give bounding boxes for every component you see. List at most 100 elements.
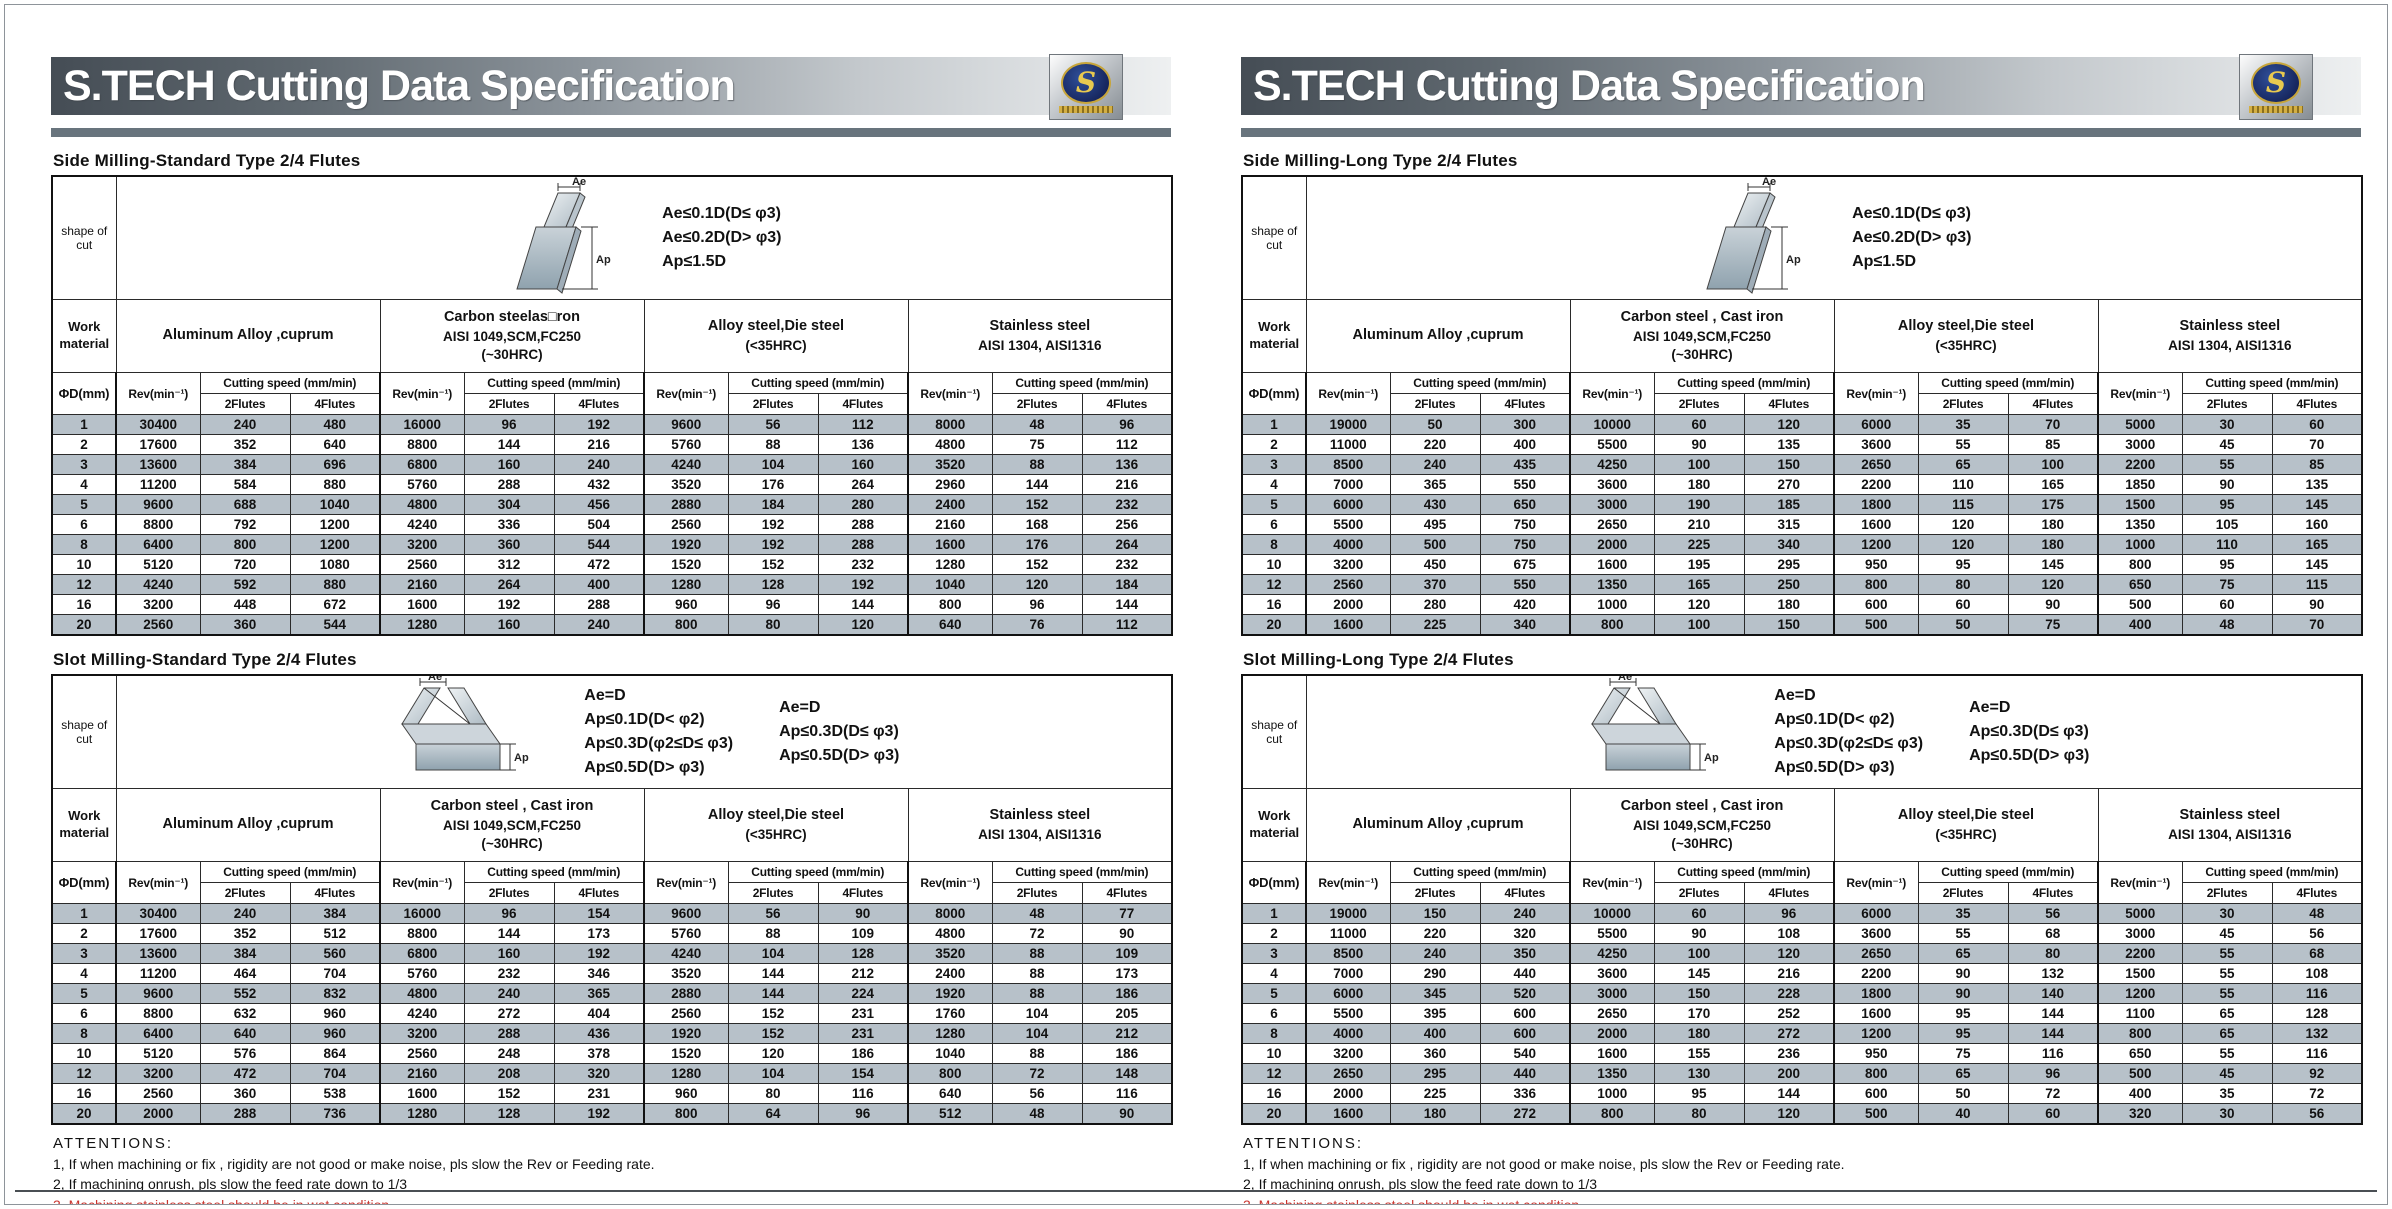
shape-of-cut-cell: Ae Ap Ae=D Ap≤0.1D(D< φ2) Ap≤0.3D(φ2≤D≤ … <box>1305 674 2363 789</box>
value-cell: 346 <box>553 963 645 984</box>
value-cell: 216 <box>1081 474 1173 495</box>
value-cell: 104 <box>727 1063 819 1084</box>
value-cell: 96 <box>1081 414 1173 435</box>
value-cell: 56 <box>2007 903 2099 924</box>
value-cell: 95 <box>2181 554 2273 575</box>
value-cell: 76 <box>991 614 1083 636</box>
value-cell: 500 <box>1833 1103 1919 1125</box>
value-cell: 272 <box>1479 1103 1571 1125</box>
value-cell: 17600 <box>115 923 201 944</box>
value-cell: 80 <box>727 614 819 636</box>
diameter-cell: 20 <box>51 1103 117 1125</box>
table-row: 3 13600 384 696 6800 160 240 4240 104 160 3520 88 13… <box>51 454 1173 475</box>
value-cell: 130 <box>1653 1063 1745 1084</box>
cutting-data-table: shape of cut Ae <box>51 674 1174 1125</box>
value-cell: 1350 <box>1569 1063 1655 1084</box>
diameter-header: ΦD(mm) <box>51 861 117 904</box>
section-title: Slot Milling-Long Type 2/4 Flutes <box>1243 650 1514 669</box>
value-cell: 6400 <box>115 534 201 555</box>
value-cell: 72 <box>991 1063 1083 1084</box>
value-cell: 5500 <box>1305 1003 1391 1024</box>
work-material-label: Work material <box>51 299 117 373</box>
table-row: 8 4000 500 750 2000 225 340 1200 120 180 1000 110 16… <box>1241 534 2363 555</box>
value-cell: 185 <box>1743 494 1835 515</box>
value-cell: 3200 <box>379 534 465 555</box>
diameter-cell: 5 <box>51 983 117 1004</box>
value-cell: 360 <box>1389 1043 1481 1064</box>
value-cell: 544 <box>553 534 645 555</box>
side-milling-diagram: Ae Ap <box>1706 177 1801 294</box>
value-cell: 55 <box>2181 1043 2273 1064</box>
table-row: 8 6400 640 960 3200 288 436 1920 152 231 1280 104 21… <box>51 1023 1173 1044</box>
value-cell: 288 <box>463 474 555 495</box>
value-cell: 145 <box>1653 963 1745 984</box>
value-cell: 2650 <box>1305 1063 1391 1084</box>
rev-header: Rev(min⁻¹) <box>1569 861 1655 904</box>
value-cell: 152 <box>727 1003 819 1024</box>
value-cell: 2560 <box>115 1083 201 1104</box>
value-cell: 256 <box>1081 514 1173 535</box>
flutes2-header: 2Flutes <box>2181 882 2273 904</box>
value-cell: 1080 <box>289 554 381 575</box>
value-cell: 640 <box>907 614 993 636</box>
value-cell: 195 <box>1653 554 1745 575</box>
diameter-cell: 16 <box>1241 594 1307 615</box>
value-cell: 60 <box>2007 1103 2099 1125</box>
value-cell: 96 <box>463 414 555 435</box>
value-cell: 72 <box>2271 1083 2363 1104</box>
value-cell: 80 <box>1653 1103 1745 1125</box>
value-cell: 115 <box>2271 574 2363 595</box>
value-cell: 13600 <box>115 943 201 964</box>
diameter-cell: 5 <box>1241 983 1307 1004</box>
value-cell: 220 <box>1389 434 1481 455</box>
value-cell: 360 <box>199 614 291 636</box>
attentions-heading: ATTENTIONS: <box>1243 1135 1364 1152</box>
value-cell: 90 <box>1917 963 2009 984</box>
value-cell: 90 <box>1081 1103 1173 1125</box>
value-cell: 800 <box>1569 614 1655 636</box>
value-cell: 345 <box>1389 983 1481 1004</box>
value-cell: 504 <box>553 514 645 535</box>
value-cell: 295 <box>1743 554 1835 575</box>
page-title: S.TECH Cutting Data Specification <box>1253 61 1926 110</box>
value-cell: 120 <box>817 614 909 636</box>
cutting-speed-header: Cutting speed (mm/min) <box>463 372 645 394</box>
value-cell: 8800 <box>379 923 465 944</box>
value-cell: 19000 <box>1305 903 1391 924</box>
cutting-formulas: Ae≤0.1D(D≤ φ3) Ae≤0.2D(D> φ3) Ap≤1.5D <box>1852 202 1971 274</box>
value-cell: 80 <box>727 1083 819 1104</box>
value-cell: 6000 <box>1305 983 1391 1004</box>
value-cell: 35 <box>1917 903 2009 924</box>
value-cell: 154 <box>553 903 645 924</box>
rev-header: Rev(min⁻¹) <box>379 861 465 904</box>
value-cell: 6000 <box>1833 414 1919 435</box>
shape-of-cut-cell: Ae Ap Ae≤0.1D(D≤ φ3) Ae≤0.2D(D> φ3) Ap≤1… <box>115 175 1173 300</box>
value-cell: 295 <box>1389 1063 1481 1084</box>
value-cell: 240 <box>1479 903 1571 924</box>
svg-text:Ae: Ae <box>1618 676 1632 683</box>
value-cell: 65 <box>1917 943 2009 964</box>
value-cell: 1800 <box>1833 494 1919 515</box>
value-cell: 960 <box>643 1083 729 1104</box>
value-cell: 184 <box>1081 574 1173 595</box>
value-cell: 8800 <box>115 1003 201 1024</box>
page-title-bar: S.TECH Cutting Data Specification S <box>1241 54 2361 120</box>
table-row: 5 9600 552 832 4800 240 365 2880 144 224 1920 88 186 <box>51 983 1173 1004</box>
rev-header: Rev(min⁻¹) <box>1833 861 1919 904</box>
table-row: 12 3200 472 704 2160 208 320 1280 104 154 800 72 148 <box>51 1063 1173 1084</box>
table-row: 16 2000 225 336 1000 95 144 600 50 72 400 35 72 <box>1241 1083 2363 1104</box>
value-cell: 248 <box>463 1043 555 1064</box>
table-row: 5 6000 345 520 3000 150 228 1800 90 140 1200 55 116 <box>1241 983 2363 1004</box>
svg-text:Ae: Ae <box>428 676 442 683</box>
value-cell: 1600 <box>1833 514 1919 535</box>
value-cell: 1760 <box>907 1003 993 1024</box>
value-cell: 1200 <box>1833 534 1919 555</box>
value-cell: 5500 <box>1305 514 1391 535</box>
value-cell: 112 <box>817 414 909 435</box>
value-cell: 120 <box>2007 574 2099 595</box>
section-side-milling-standard: Side Milling-Standard Type 2/4 Flutes sh… <box>51 151 1174 636</box>
value-cell: 8500 <box>1305 943 1391 964</box>
value-cell: 1040 <box>907 1043 993 1064</box>
diameter-cell: 16 <box>51 594 117 615</box>
value-cell: 50 <box>1917 614 2009 636</box>
